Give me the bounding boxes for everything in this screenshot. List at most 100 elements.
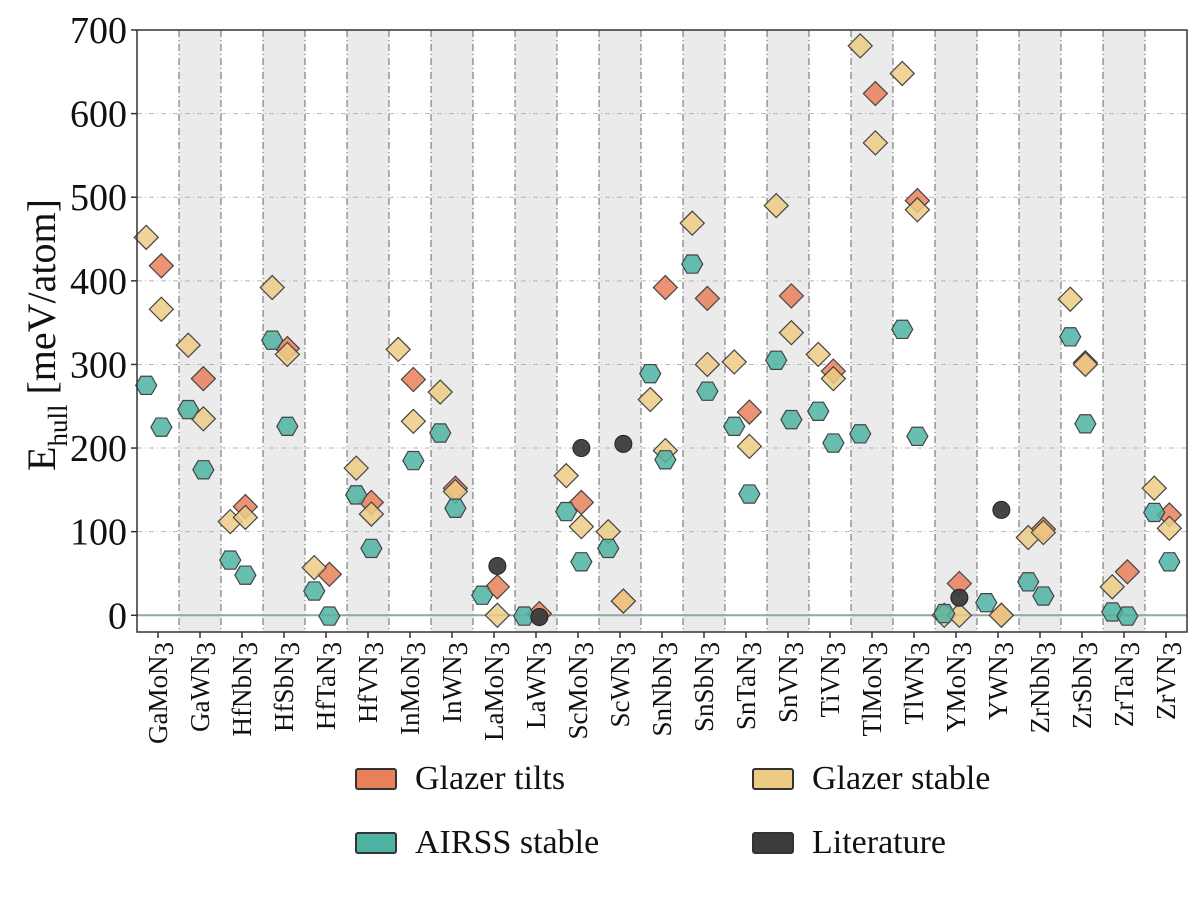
- x-tick-label-hfvn3: HfVN3: [353, 642, 389, 723]
- point-airss-stable-hfnbn3-0: [219, 550, 242, 570]
- point-airss-stable-gawn3-1: [192, 460, 215, 480]
- point-glazer-tilts-snvn3-1: [778, 283, 805, 309]
- x-tick-label-sub: 3: [947, 642, 977, 656]
- point-airss-stable-snsbn3-1: [696, 381, 719, 401]
- point-airss-stable-gamon3-0: [135, 375, 158, 396]
- point-glazer-stable-tivn3-1: [820, 365, 847, 392]
- point-glazer-stable-hftan3-0: [301, 554, 328, 581]
- point-glazer-stable-zrsbn3-0: [1057, 286, 1084, 313]
- x-tick-label-sub: 3: [191, 642, 221, 656]
- point-airss-stable-snvn3-0: [765, 350, 788, 370]
- point-glazer-stable-gamon3-0: [133, 224, 160, 251]
- x-tick-label-base: YWN: [983, 656, 1013, 720]
- point-glazer-stable-sntan3-1: [736, 433, 763, 460]
- x-tick-label-snnbn3: SnNbN3: [647, 642, 683, 737]
- x-tick-label-sub: 3: [989, 642, 1019, 656]
- point-glazer-tilts-gamon3-1: [148, 252, 175, 279]
- point-glazer-stable-tlmon3-1: [862, 130, 889, 156]
- x-tick-label-sub: 3: [1073, 642, 1103, 656]
- point-airss-stable-snnbn3-1: [654, 450, 677, 470]
- point-glazer-stable-zrvn3-1: [1156, 515, 1183, 542]
- point-glazer-stable-hfvn3-1: [358, 501, 385, 527]
- x-tick-label-base: SnVN: [773, 656, 803, 724]
- x-tick-label-lamon3: LaMoN3: [479, 642, 515, 741]
- x-tick-label-base: GaMoN: [143, 656, 173, 745]
- point-glazer-stable-scmon3-0: [553, 462, 580, 489]
- point-airss-stable-gamon3-1: [150, 417, 173, 437]
- point-glazer-stable-snsbn3-0: [679, 210, 706, 236]
- legend-swatch-airss-stable: [355, 832, 397, 854]
- x-tick-label-base: SnNbN: [647, 656, 677, 737]
- point-airss-stable-snsbn3-0: [681, 254, 704, 274]
- x-tick-label-base: InWN: [437, 656, 467, 723]
- x-tick-label-hfnbn3: HfNbN3: [227, 642, 263, 737]
- x-tick-label-zrsbn3: ZrSbN3: [1067, 642, 1103, 729]
- point-airss-stable-sntan3-1: [738, 484, 761, 504]
- x-tick-label-sntan3: SnTaN3: [731, 642, 767, 730]
- x-tick-label-sub: 3: [1115, 642, 1145, 656]
- x-tick-label-tivn3: TiVN3: [815, 642, 851, 718]
- point-airss-stable-hfsbn3-0: [261, 330, 284, 350]
- series-airss-stable: [135, 254, 1181, 626]
- point-airss-stable-scmon3-1: [570, 552, 593, 572]
- point-glazer-stable-snvn3-1: [778, 319, 805, 346]
- data-points: [133, 33, 1183, 629]
- y-tick-label-600: 600: [70, 94, 127, 136]
- point-airss-stable-tivn3-0: [807, 401, 830, 421]
- legend-label-literature: Literature: [812, 824, 947, 861]
- y-tick-label-300: 300: [70, 344, 127, 386]
- x-tick-label-sub: 3: [1157, 642, 1187, 656]
- point-glazer-stable-scmon3-1: [568, 513, 595, 540]
- x-tick-label-sub: 3: [317, 642, 347, 656]
- x-tick-label-tlwn3: TlWN3: [899, 642, 935, 724]
- x-tick-label-base: TlMoN: [857, 656, 887, 737]
- point-glazer-stable-ywn3-1: [988, 602, 1015, 629]
- point-glazer-stable-inwn3-0: [427, 379, 454, 405]
- x-tick-label-ymon3: YMoN3: [941, 642, 977, 732]
- point-airss-stable-ywn3-0: [975, 593, 998, 613]
- point-airss-stable-tivn3-1: [822, 433, 845, 453]
- x-tick-label-base: ScMoN: [563, 656, 593, 740]
- x-tick-label-base: ScWN: [605, 656, 635, 728]
- point-glazer-stable-lamon3-1: [484, 602, 511, 629]
- legend-label-airss-stable: AIRSS stable: [415, 824, 600, 861]
- point-glazer-stable-gawn3-0: [175, 332, 202, 359]
- point-airss-stable-inwn3-1: [444, 498, 467, 518]
- point-glazer-tilts-tlmon3-1: [862, 80, 889, 107]
- point-airss-stable-scmon3-0: [555, 501, 578, 522]
- point-glazer-tilts-inmon3-1: [400, 366, 427, 393]
- point-glazer-stable-hfsbn3-1: [274, 341, 301, 368]
- category-bands: [179, 30, 1145, 632]
- point-airss-stable-lawn3-0: [513, 606, 536, 626]
- legend-item-glazer-stable: Glazer stable: [752, 760, 990, 798]
- point-airss-stable-hfvn3-0: [345, 485, 368, 505]
- x-tick-label-base: InMoN: [395, 656, 425, 736]
- point-glazer-stable-hfnbn3-1: [232, 504, 259, 531]
- x-tick-label-zrvn3: ZrVN3: [1151, 642, 1187, 720]
- x-tick-label-base: GaWN: [185, 656, 215, 732]
- point-airss-stable-hftan3-0: [303, 581, 326, 601]
- x-tick-label-sub: 3: [863, 642, 893, 656]
- x-tick-label-gamon3: GaMoN3: [143, 642, 179, 744]
- x-tick-label-inmon3: InMoN3: [395, 642, 431, 735]
- point-airss-stable-tlwn3-1: [906, 426, 929, 447]
- x-tick-label-base: TlWN: [899, 656, 929, 725]
- x-tick-label-sub: 3: [233, 642, 263, 656]
- point-glazer-tilts-sntan3-1: [736, 399, 763, 425]
- y-tick-label-100: 100: [70, 512, 127, 554]
- x-tick-label-sub: 3: [569, 642, 599, 656]
- point-glazer-stable-snnbn3-0: [637, 386, 664, 413]
- band-tlmon3: [851, 30, 893, 632]
- x-tick-label-scmon3: ScMoN3: [563, 642, 599, 740]
- point-airss-stable-hfvn3-1: [360, 538, 383, 559]
- x-tick-label-sub: 3: [443, 642, 473, 656]
- point-glazer-stable-hfvn3-0: [343, 455, 370, 481]
- x-tick-label-sub: 3: [527, 642, 557, 656]
- band-inwn3: [431, 30, 473, 632]
- point-glazer-tilts-snsbn3-1: [694, 285, 721, 312]
- x-tick-label-base: ZrSbN: [1067, 656, 1097, 730]
- band-zrtan3: [1103, 30, 1145, 632]
- x-tick-label-snsbn3: SnSbN3: [689, 642, 725, 732]
- x-tick-label-sub: 3: [653, 642, 683, 656]
- y-axis-label: Ehull [meV/atom]: [19, 199, 73, 471]
